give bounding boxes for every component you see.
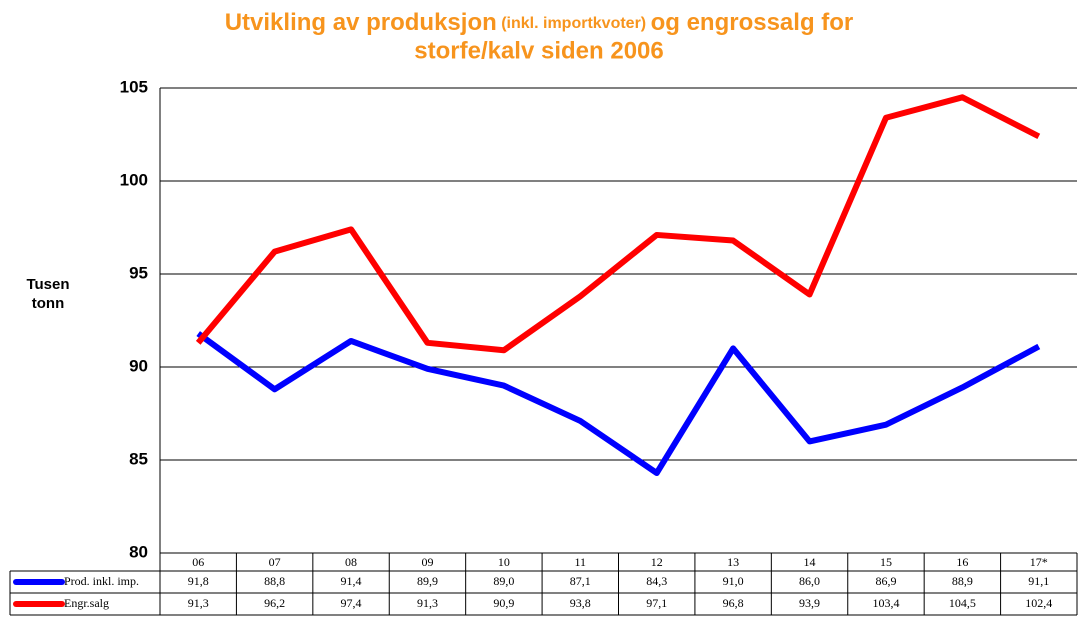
y-axis-label: tonn	[32, 295, 64, 312]
data-label: 97,4	[341, 596, 362, 610]
data-label: 91,0	[723, 574, 744, 588]
data-label: 91,4	[341, 574, 362, 588]
data-label: 91,1	[1028, 574, 1049, 588]
data-label: 93,9	[799, 596, 820, 610]
y-tick-label: 100	[120, 170, 148, 189]
data-label: 91,8	[188, 574, 209, 588]
x-tick-label: 16	[956, 555, 968, 569]
x-tick-label: 08	[345, 555, 357, 569]
data-label: 89,9	[417, 574, 438, 588]
data-label: 89,0	[493, 574, 514, 588]
data-label: 91,3	[188, 596, 209, 610]
chart-title: Utvikling av produksjon (inkl. importkvo…	[225, 9, 854, 36]
x-tick-label: 14	[804, 555, 816, 569]
series-line	[195, 94, 1041, 354]
x-tick-label: 12	[651, 555, 663, 569]
x-tick-label: 11	[575, 555, 587, 569]
y-axis-label: Tusen	[26, 276, 69, 293]
data-label: 86,0	[799, 574, 820, 588]
y-tick-label: 105	[120, 77, 148, 96]
x-tick-label: 10	[498, 555, 510, 569]
y-tick-label: 85	[129, 449, 148, 468]
data-label: 86,9	[875, 574, 896, 588]
x-tick-label: 17*	[1030, 555, 1048, 569]
x-tick-label: 07	[269, 555, 281, 569]
y-tick-label: 90	[129, 356, 148, 375]
data-label: 96,2	[264, 596, 285, 610]
data-label: 90,9	[493, 596, 514, 610]
x-tick-label: 06	[192, 555, 204, 569]
chart-title: storfe/kalv siden 2006	[414, 37, 663, 64]
data-label: 96,8	[723, 596, 744, 610]
title-part: Utvikling av produksjon	[225, 9, 497, 36]
x-tick-label: 09	[421, 555, 433, 569]
data-label: 88,8	[264, 574, 285, 588]
y-tick-label: 95	[129, 263, 148, 282]
data-label: 104,5	[949, 596, 976, 610]
legend-label: Engr.salg	[64, 596, 109, 610]
title-part: og engrossalg for	[651, 9, 854, 36]
x-tick-label: 15	[880, 555, 892, 569]
data-label: 91,3	[417, 596, 438, 610]
x-tick-label: 13	[727, 555, 739, 569]
data-label: 87,1	[570, 574, 591, 588]
data-label: 93,8	[570, 596, 591, 610]
data-label: 97,1	[646, 596, 667, 610]
data-label: 88,9	[952, 574, 973, 588]
data-label: 84,3	[646, 574, 667, 588]
series-line	[196, 331, 1041, 477]
legend-label: Prod. inkl. imp.	[64, 574, 139, 588]
y-tick-label: 80	[129, 542, 148, 561]
data-label: 103,4	[872, 596, 899, 610]
data-label: 102,4	[1025, 596, 1052, 610]
title-part: (inkl. importkvoter)	[501, 15, 646, 32]
